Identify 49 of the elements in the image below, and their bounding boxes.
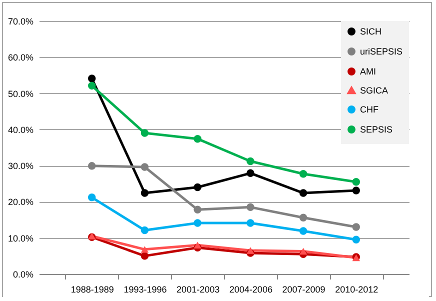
point	[299, 214, 308, 222]
point	[140, 189, 149, 197]
point	[352, 236, 360, 244]
x-tick-label: 2007-2009	[282, 284, 326, 294]
y-tick-label: 50.0%	[8, 88, 34, 99]
point	[140, 246, 149, 253]
y-tick-label: 0.0%	[12, 270, 34, 280]
point	[299, 248, 308, 255]
point	[194, 206, 202, 214]
point	[352, 178, 360, 186]
point	[88, 194, 96, 202]
point	[194, 219, 202, 227]
point	[194, 183, 202, 192]
point	[352, 186, 360, 194]
point	[246, 169, 254, 178]
point	[140, 252, 149, 260]
point	[88, 74, 96, 82]
y-tick-label: 20.0%	[8, 197, 34, 208]
legend-label: SGICA	[360, 86, 388, 96]
legend-label: SEPSIS	[360, 124, 393, 134]
point	[246, 157, 254, 166]
point	[299, 189, 308, 197]
point	[140, 129, 149, 137]
point	[246, 219, 254, 227]
legend-label: AMI	[360, 66, 376, 76]
point	[194, 242, 202, 248]
legend-label: SICH	[360, 26, 382, 36]
point	[140, 226, 149, 234]
y-tick-label: 70.0%	[8, 16, 34, 26]
point	[299, 227, 308, 235]
point	[194, 134, 202, 143]
point	[246, 203, 254, 211]
point	[140, 163, 149, 171]
legend-label: CHF	[360, 104, 379, 114]
x-tick-label: 1988-1989	[70, 284, 114, 294]
point	[88, 82, 96, 90]
x-tick-label: 2004-2006	[229, 284, 272, 294]
x-tick-label: 2010-2012	[335, 284, 378, 294]
legend-label: uriSEPSIS	[360, 46, 403, 56]
y-tick-label: 10.0%	[8, 233, 34, 244]
point	[352, 223, 360, 231]
point	[299, 170, 308, 178]
x-tick-label: 1993-1996	[124, 284, 167, 294]
y-tick-label: 40.0%	[8, 124, 34, 135]
y-tick-label: 30.0%	[8, 161, 34, 172]
point	[88, 162, 96, 170]
y-tick-label: 60.0%	[8, 52, 34, 63]
x-tick-label: 2001-2003	[176, 284, 220, 294]
point	[246, 247, 254, 254]
